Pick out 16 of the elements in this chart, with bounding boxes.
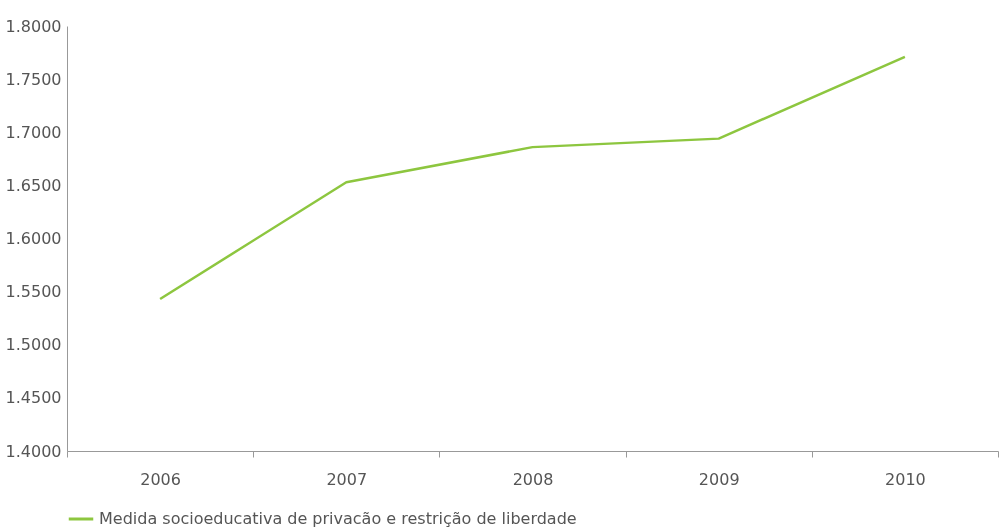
legend-label: Medida socioeducativa de privacão e restrição de liberdade [99,509,577,528]
y-tick-label: 1.8000 [5,16,62,36]
x-tick-label: 2010 [885,469,926,489]
y-tick-label: 1.5500 [5,282,62,302]
y-tick-label: 1.7000 [5,122,62,142]
x-tick-label: 2008 [512,469,554,489]
x-tick-label: 2006 [140,469,181,489]
y-tick-label: 1.4000 [5,441,62,461]
line-series [158,55,907,301]
y-tick-label: 1.5000 [5,335,62,355]
y-tick-label: 1.4500 [5,388,62,408]
x-tick-label: 2007 [326,469,368,489]
y-tick-label: 1.7500 [5,69,62,89]
x-tick-label: 2009 [698,469,740,489]
y-tick-label: 1.6000 [5,229,62,248]
y-tick-label: 1.6500 [5,175,62,195]
